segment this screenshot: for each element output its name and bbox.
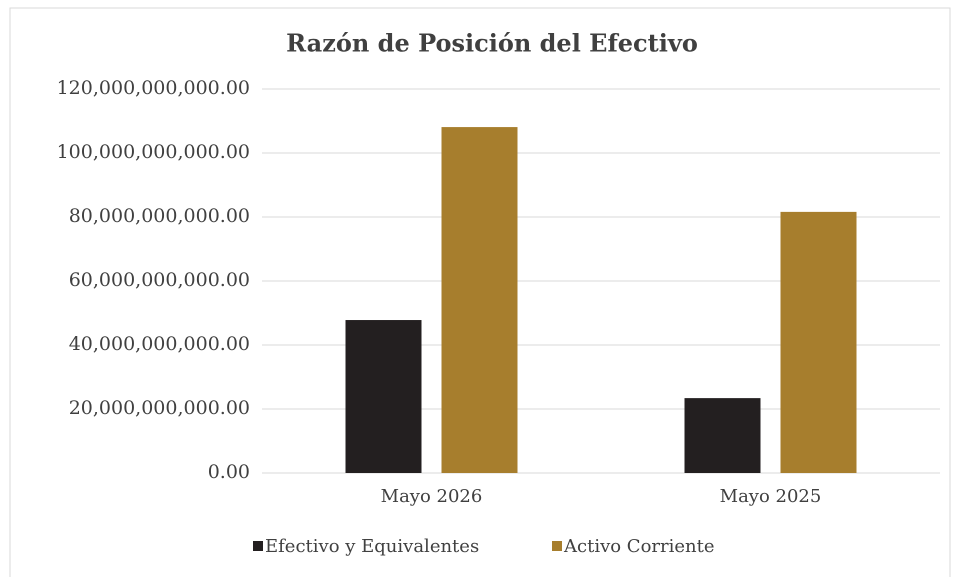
bar xyxy=(684,398,761,473)
y-tick-label: 0.00 xyxy=(208,461,250,483)
y-tick-label: 40,000,000,000.00 xyxy=(69,333,250,355)
bar xyxy=(780,211,857,473)
bar xyxy=(441,127,518,473)
x-tick-label: Mayo 2025 xyxy=(720,486,822,507)
legend-label: Activo Corriente xyxy=(563,536,715,557)
legend-swatch xyxy=(253,541,263,551)
y-tick-label: 80,000,000,000.00 xyxy=(69,205,250,227)
legend-label: Efectivo y Equivalentes xyxy=(265,536,479,557)
y-tick-label: 120,000,000,000.00 xyxy=(57,77,250,99)
chart-title: Razón de Posición del Efectivo xyxy=(286,29,698,58)
legend-swatch xyxy=(552,541,562,551)
x-tick-label: Mayo 2026 xyxy=(381,486,483,507)
y-tick-label: 100,000,000,000.00 xyxy=(57,141,250,163)
y-tick-label: 20,000,000,000.00 xyxy=(69,397,250,419)
y-tick-label: 60,000,000,000.00 xyxy=(69,269,250,291)
bar xyxy=(345,320,422,473)
